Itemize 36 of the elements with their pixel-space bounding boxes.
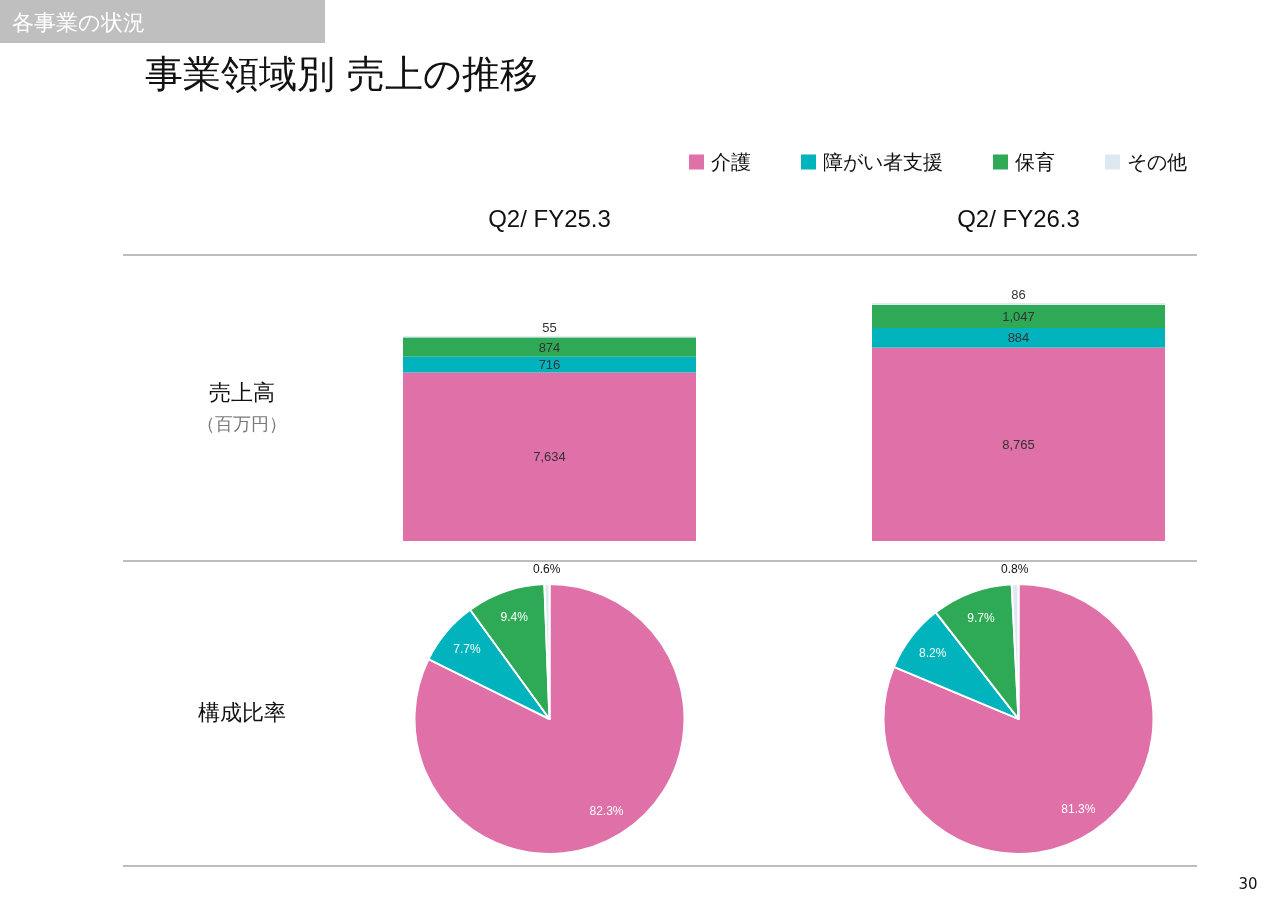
data-label: 874	[538, 339, 561, 355]
x-tick-label: Q2/ FY26.3	[957, 204, 1080, 232]
bar	[872, 328, 1165, 348]
x-tick-label: Q2/ FY25.3	[488, 204, 611, 232]
pie-slice	[413, 583, 686, 855]
data-label: 82.3%	[589, 803, 624, 818]
text: 各事業の状況	[12, 9, 145, 35]
chart-title: 事業領域別 売上の推移	[145, 52, 539, 96]
bar	[872, 304, 1165, 329]
data-label: 7,634	[533, 449, 566, 465]
legend-label: その他	[1127, 150, 1187, 174]
data-label: 81.3%	[1061, 801, 1096, 816]
data-label: 8.2%	[919, 646, 947, 661]
bar	[403, 337, 696, 357]
data-label: 716	[538, 357, 561, 373]
pie-slice	[882, 583, 1155, 855]
bar	[403, 356, 696, 373]
bar	[872, 347, 1165, 541]
legend-label: 障がい者支援	[823, 150, 943, 174]
data-label: 9.4%	[500, 609, 529, 624]
data-label: 86	[1011, 286, 1026, 302]
legend-label: 保育	[1015, 150, 1055, 174]
bar	[403, 372, 696, 541]
data-label: 8,765	[1002, 436, 1035, 452]
legend-label: 介護	[711, 150, 751, 174]
data-label: 884	[1007, 330, 1030, 346]
data-label: 9.7%	[967, 610, 995, 625]
text: （百万円）	[197, 412, 287, 434]
data-label: 55	[542, 319, 557, 335]
text: 30	[1238, 875, 1258, 893]
data-label: 1,047	[1002, 308, 1035, 324]
data-label: 0.6%	[532, 562, 561, 577]
data-label: 7.7%	[453, 642, 481, 657]
text: 構成比率	[198, 699, 286, 725]
data-label: 0.8%	[1001, 562, 1029, 577]
y-axis-title: 売上高	[209, 379, 275, 405]
